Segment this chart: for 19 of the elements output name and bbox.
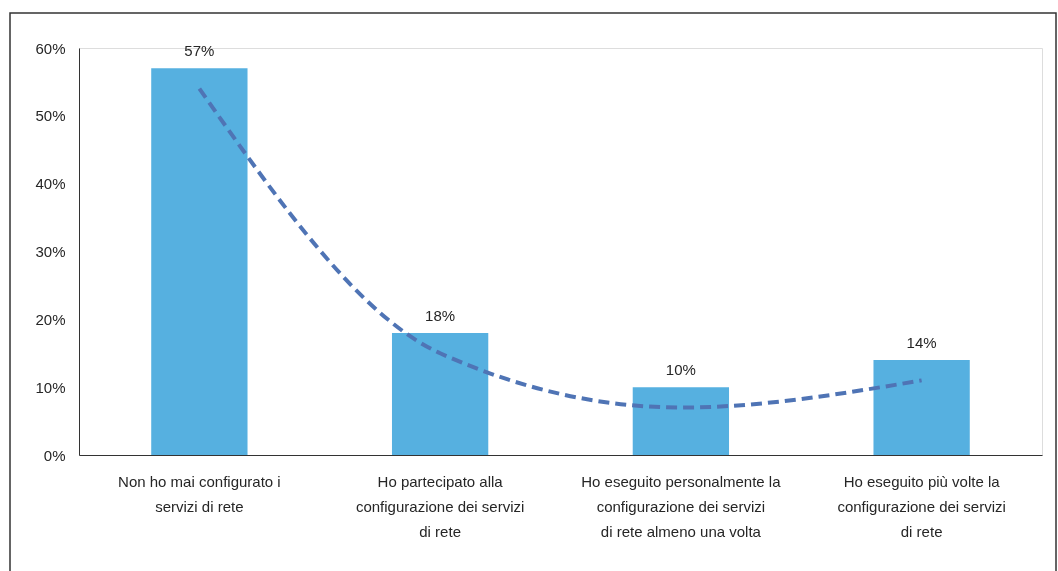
data-label: 14%: [906, 334, 937, 352]
bar: [391, 332, 489, 455]
y-tick-label: 30%: [35, 243, 66, 260]
y-tick-label: 10%: [35, 378, 66, 396]
y-tick-label: 20%: [35, 310, 66, 328]
x-tick-label: Ho eseguito personalmente la configurazione dei servizi di rete almeno una volta: [581, 472, 782, 540]
x-tick-label: Non ho mai configurato i servizi di rete: [118, 472, 281, 515]
bar: [873, 360, 970, 455]
bar: [632, 387, 730, 455]
data-label: 18%: [425, 306, 456, 324]
data-label: 10%: [665, 361, 696, 379]
data-label: 57%: [184, 42, 215, 60]
y-tick-label: 60%: [35, 39, 66, 57]
x-tick-label: Ho partecipato alla configurazione dei servizi di rete: [355, 472, 525, 540]
x-tick-label: Ho eseguito più volte la configurazione dei servizi di rete: [837, 472, 1006, 540]
y-tick-label: 0%: [43, 446, 66, 464]
bar: [151, 68, 248, 455]
y-tick-label: 50%: [35, 107, 66, 125]
y-tick-label: 40%: [35, 175, 66, 193]
